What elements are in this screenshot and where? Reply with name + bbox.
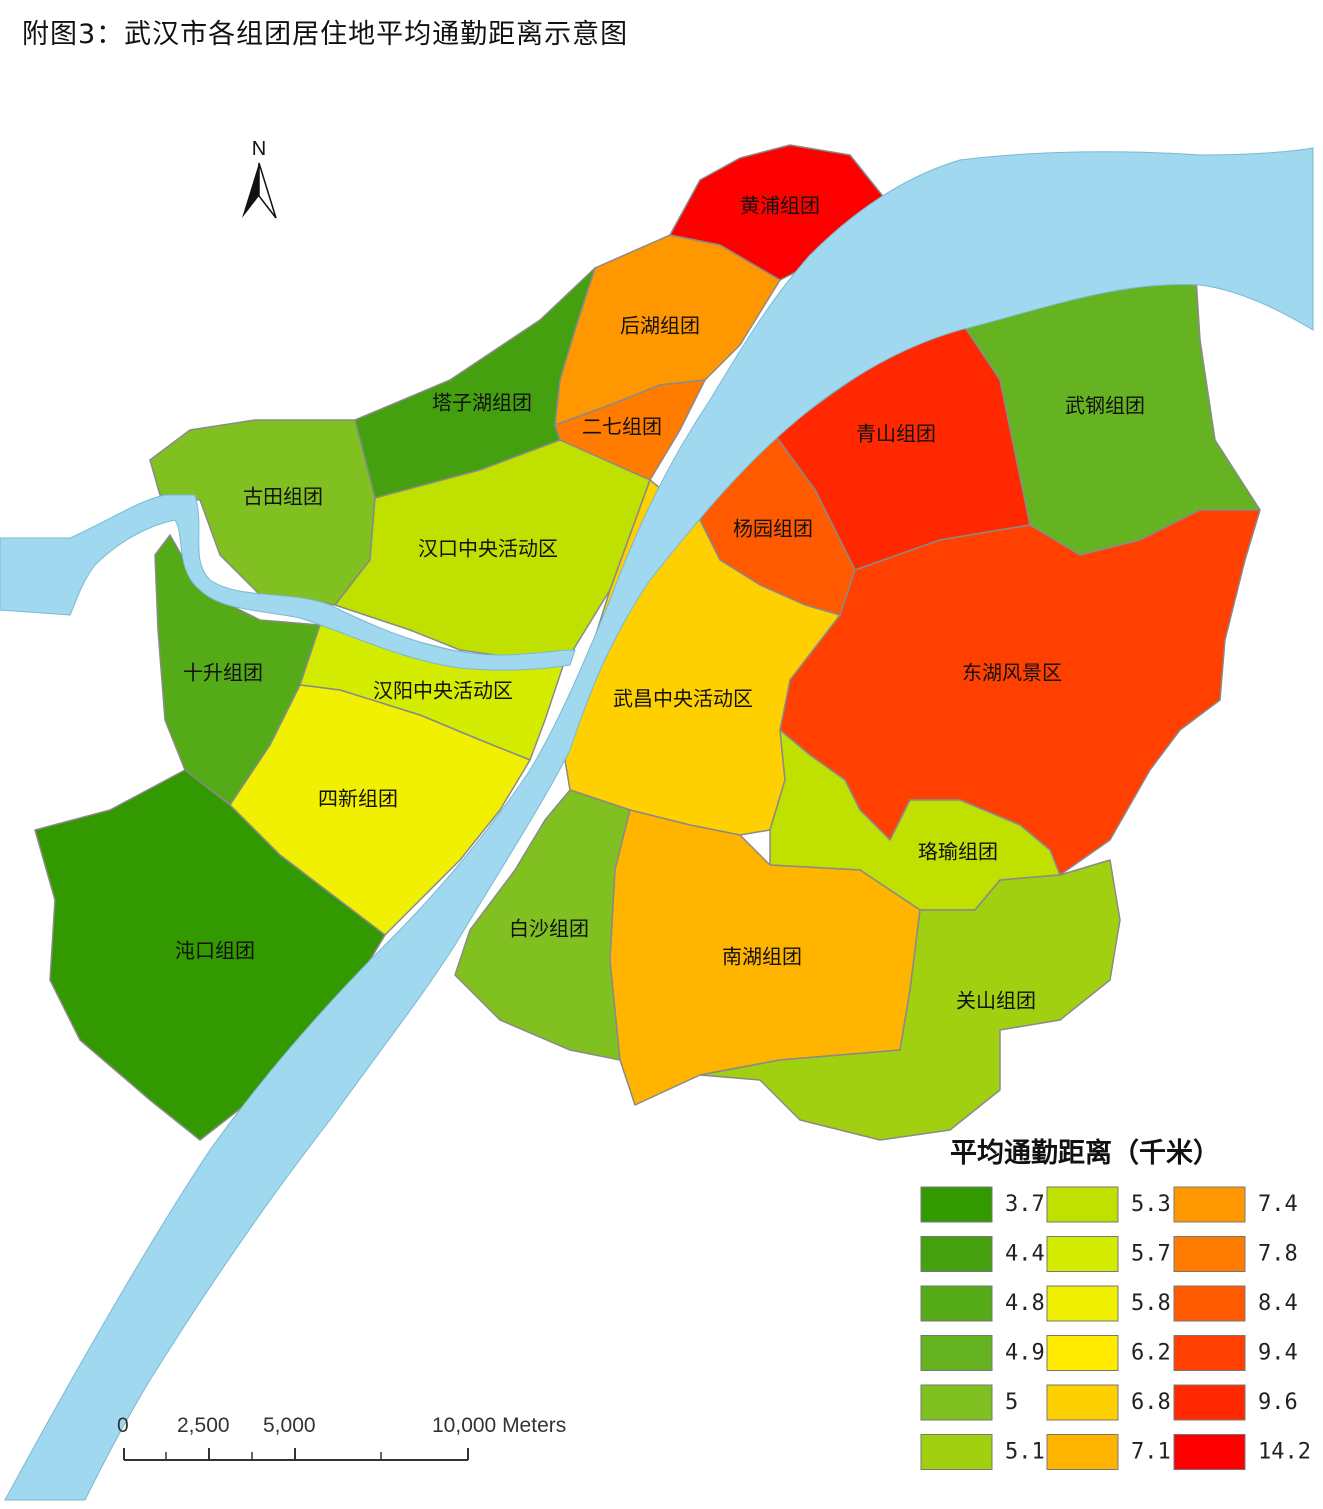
legend-value: 9.4: [1258, 1341, 1298, 1366]
region-guanshan[interactable]: [699, 859, 1121, 1141]
legend-value: 7.8: [1258, 1242, 1298, 1267]
scale-label-5000: 5,000: [263, 1414, 316, 1437]
legend-value: 5: [1005, 1390, 1018, 1415]
label-nanhu: 南湖组团: [722, 945, 802, 969]
han-river: [0, 494, 576, 671]
legend-items: 3.7 4.4 4.8 4.9 5 5.1 5.3 5.7 5.8 6.2 6.8 7.1 7.4 7.8…: [920, 1186, 1311, 1470]
label-donghu: 东湖风景区: [962, 661, 1062, 685]
legend-value: 4.9: [1005, 1341, 1045, 1366]
label-zhuankou: 沌口组团: [175, 939, 255, 963]
legend-swatch: [1173, 1384, 1246, 1421]
label-qingshan: 青山组团: [856, 422, 936, 446]
legend-swatch: [1173, 1285, 1246, 1322]
legend-value: 5.7: [1131, 1242, 1171, 1267]
north-arrow-left-icon: [242, 163, 259, 218]
label-wugang: 武钢组团: [1065, 394, 1145, 418]
legend-swatch: [920, 1384, 993, 1421]
legend-swatch: [1046, 1335, 1119, 1371]
legend-value: 6.8: [1131, 1390, 1171, 1415]
legend-swatch: [920, 1236, 993, 1272]
legend-swatch: [920, 1434, 993, 1470]
legend-value: 4.4: [1005, 1242, 1045, 1267]
legend-value: 8.4: [1258, 1291, 1298, 1316]
legend-value: 5.1: [1005, 1440, 1045, 1465]
label-wuchang-cbd: 武昌中央活动区: [613, 687, 753, 711]
region-labels: 黄浦组团 后湖组团 二七组团 塔子湖组团 古田组团 汉口中央活动区 十升组团 汉…: [175, 194, 1145, 1013]
label-erqi: 二七组团: [582, 415, 662, 439]
north-arrow-label: N: [252, 138, 266, 160]
legend-swatch: [920, 1335, 993, 1371]
legend-value: 4.8: [1005, 1291, 1045, 1316]
legend-swatch: [1046, 1384, 1119, 1421]
label-hankou-cbd: 汉口中央活动区: [418, 537, 558, 561]
label-shisheng: 十升组团: [183, 661, 263, 685]
legend-swatch: [1046, 1236, 1119, 1272]
legend-value: 6.2: [1131, 1341, 1171, 1366]
legend-swatch: [920, 1285, 993, 1322]
legend: 平均通勤距离（千米） 3.7 4.4 4.8 4.9 5 5.1 5.3 5.7 5.8 6.2 6…: [920, 1137, 1311, 1470]
label-tazihu: 塔子湖组团: [432, 391, 532, 415]
label-guanshan: 关山组团: [956, 989, 1036, 1013]
legend-swatch: [920, 1186, 993, 1223]
north-arrow-right-icon: [258, 162, 277, 219]
legend-value: 7.1: [1131, 1440, 1171, 1465]
north-arrow: N: [242, 138, 277, 219]
label-baisha: 白沙组团: [509, 917, 589, 941]
legend-swatch: [1173, 1186, 1246, 1223]
scale-label-10000: 10,000 Meters: [432, 1414, 566, 1437]
label-yangyuan: 杨园组团: [733, 517, 813, 541]
label-huangpu: 黄浦组团: [740, 194, 820, 218]
legend-value: 5.3: [1131, 1192, 1171, 1217]
legend-value: 9.6: [1258, 1390, 1298, 1415]
legend-value: 5.8: [1131, 1291, 1171, 1316]
legend-swatch: [1046, 1434, 1119, 1470]
legend-swatch: [1046, 1186, 1119, 1223]
legend-title: 平均通勤距离（千米）: [950, 1137, 1220, 1169]
label-luoyu: 珞瑜组团: [918, 840, 998, 864]
scale-label-0: 0: [117, 1414, 129, 1437]
legend-swatch: [1173, 1236, 1246, 1272]
legend-value: 14.2: [1258, 1440, 1311, 1465]
label-gutian: 古田组团: [243, 485, 323, 509]
legend-value: 7.4: [1258, 1192, 1298, 1217]
scale-label-2500: 2,500: [177, 1414, 230, 1437]
legend-value: 3.7: [1005, 1192, 1045, 1217]
page-title: 附图3：武汉市各组团居住地平均通勤距离示意图: [22, 19, 629, 50]
label-hanyang-cbd: 汉阳中央活动区: [373, 679, 513, 703]
region-luoyu[interactable]: [769, 729, 1061, 911]
scale-bar: 0 2,500 5,000 10,000 Meters: [117, 1414, 566, 1461]
legend-swatch: [1173, 1434, 1246, 1470]
legend-swatch: [1046, 1285, 1119, 1322]
label-sixin: 四新组团: [318, 787, 398, 811]
label-houhu: 后湖组团: [620, 314, 700, 338]
legend-swatch: [1173, 1335, 1246, 1371]
yangtze-river: [4, 147, 1314, 1501]
